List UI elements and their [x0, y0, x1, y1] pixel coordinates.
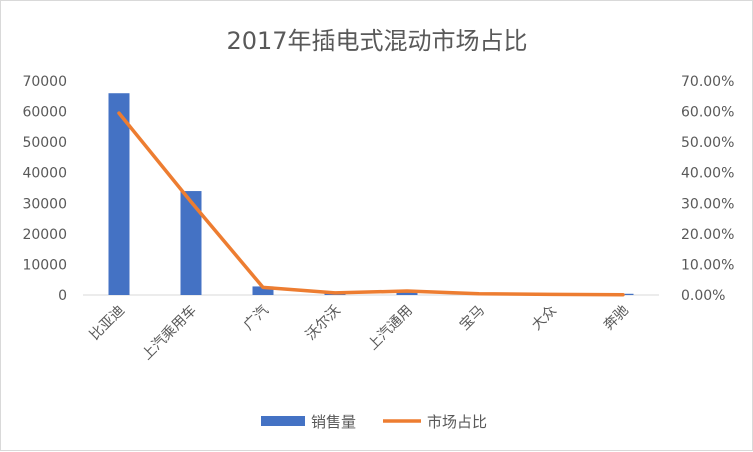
- x-tick-label: 宝马: [457, 303, 488, 334]
- y-left-tick-label: 70000: [22, 74, 67, 90]
- y-right-tick-label: 10.00%: [681, 257, 734, 273]
- legend-label: 市场占比: [427, 413, 487, 431]
- x-tick-label: 沃尔沃: [303, 303, 344, 344]
- y-left-tick-label: 40000: [22, 166, 67, 182]
- y-right-tick-label: 40.00%: [681, 166, 734, 182]
- bar: [252, 286, 274, 295]
- y-left-tick-label: 60000: [22, 105, 67, 121]
- y-right-tick-label: 20.00%: [681, 227, 734, 243]
- y-right-tick-label: 0.00%: [681, 288, 725, 304]
- legend-swatch-bar: [261, 416, 305, 426]
- y-left-tick-label: 10000: [22, 257, 67, 273]
- y-right-tick-label: 60.00%: [681, 105, 734, 121]
- x-tick-label: 大众: [529, 303, 560, 334]
- chart-title: 2017年插电式混动市场占比: [226, 27, 527, 55]
- line-series: [117, 111, 625, 297]
- x-tick-label: 比亚迪: [87, 303, 128, 344]
- bar: [108, 93, 130, 295]
- y-left-tick-label: 20000: [22, 227, 67, 243]
- x-tick-label: 上汽乘用车: [138, 302, 200, 364]
- bar: [396, 291, 418, 295]
- x-tick-label: 上汽通用: [365, 303, 416, 354]
- legend-label: 销售量: [311, 413, 356, 431]
- x-tick-label: 广汽: [241, 303, 272, 334]
- bar: [180, 191, 202, 295]
- plot-area: 0 10000 20000 30000 40000 50000 60000 70000 0.00…: [22, 74, 734, 363]
- y-right-tick-label: 50.00%: [681, 135, 734, 151]
- y-right-tick-label: 30.00%: [681, 196, 734, 212]
- y-left-tick-label: 30000: [22, 196, 67, 212]
- y-left-tick-label: 50000: [22, 135, 67, 151]
- x-tick-label: 奔驰: [601, 303, 632, 334]
- y-left-tick-label: 0: [58, 288, 67, 304]
- legend: 销售量 市场占比: [261, 413, 487, 431]
- y-right-tick-label: 70.00%: [681, 74, 734, 90]
